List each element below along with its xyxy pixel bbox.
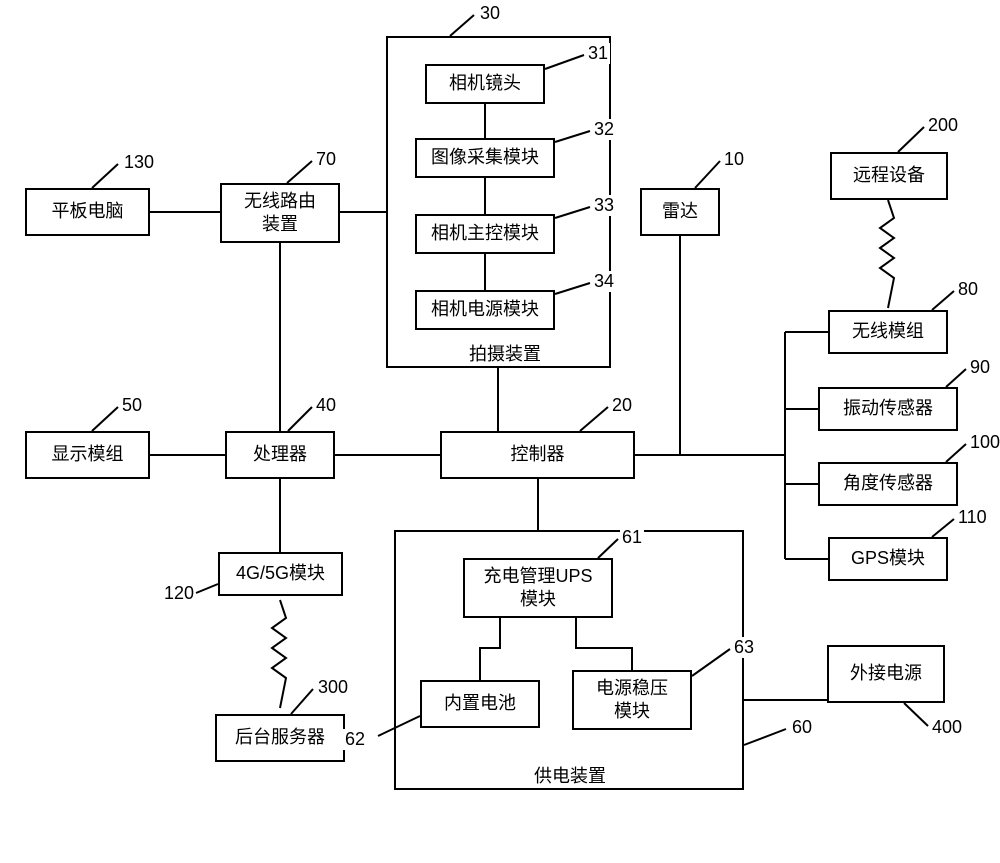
ref-router: 70 (314, 149, 338, 170)
ref-voltage-reg: 63 (732, 637, 756, 658)
radar-node: 雷达 (640, 188, 720, 236)
ref-ext-power: 400 (930, 717, 964, 738)
tablet-node: 平板电脑 (25, 188, 150, 236)
ref-gps-module: 110 (956, 507, 989, 528)
ref-image-capture: 32 (592, 119, 616, 140)
ref-camera-controller: 33 (592, 195, 616, 216)
ref-processor: 40 (314, 395, 338, 416)
ref-power-group: 60 (790, 717, 814, 738)
router-node: 无线路由 装置 (220, 183, 340, 243)
ext-power-node: 外接电源 (827, 645, 945, 703)
ref-battery: 62 (343, 729, 367, 750)
ref-ups-module: 61 (620, 527, 644, 548)
ups-module-node: 充电管理UPS 模块 (463, 558, 613, 618)
remote-device-node: 远程设备 (830, 152, 948, 200)
vibration-sensor-node: 振动传感器 (818, 387, 958, 431)
image-capture-node: 图像采集模块 (415, 138, 555, 178)
display-node: 显示模组 (25, 431, 150, 479)
wireless-module-node: 无线模组 (828, 310, 948, 354)
ref-controller: 20 (610, 395, 634, 416)
gps-module-node: GPS模块 (828, 537, 948, 581)
camera-lens-node: 相机镜头 (425, 64, 545, 104)
ref-tablet: 130 (122, 152, 156, 173)
camera-group-label: 拍摄装置 (465, 340, 545, 366)
ref-wireless-module: 80 (956, 279, 980, 300)
ref-vibration-sensor: 90 (968, 357, 992, 378)
processor-node: 处理器 (225, 431, 335, 479)
camera-power-node: 相机电源模块 (415, 290, 555, 330)
battery-node: 内置电池 (420, 680, 540, 728)
angle-sensor-node: 角度传感器 (818, 462, 958, 506)
backend-server-node: 后台服务器 (215, 714, 345, 762)
voltage-reg-node: 电源稳压 模块 (572, 670, 692, 730)
ref-remote-device: 200 (926, 115, 960, 136)
controller-node: 控制器 (440, 431, 635, 479)
diagram-canvas: 拍摄装置 供电装置 平板电脑 无线路由 装置 相机镜头 图像采集模块 相机主控模… (0, 0, 1000, 863)
ref-angle-sensor: 100 (968, 432, 1000, 453)
power-group-label: 供电装置 (530, 762, 610, 788)
ref-camera-group: 30 (478, 3, 502, 24)
ref-camera-lens: 31 (586, 43, 610, 64)
ref-display: 50 (120, 395, 144, 416)
ref-backend-server: 300 (316, 677, 350, 698)
ref-cell-module: 120 (162, 583, 196, 604)
cell-module-node: 4G/5G模块 (218, 552, 343, 596)
ref-camera-power: 34 (592, 271, 616, 292)
camera-controller-node: 相机主控模块 (415, 214, 555, 254)
ref-radar: 10 (722, 149, 746, 170)
